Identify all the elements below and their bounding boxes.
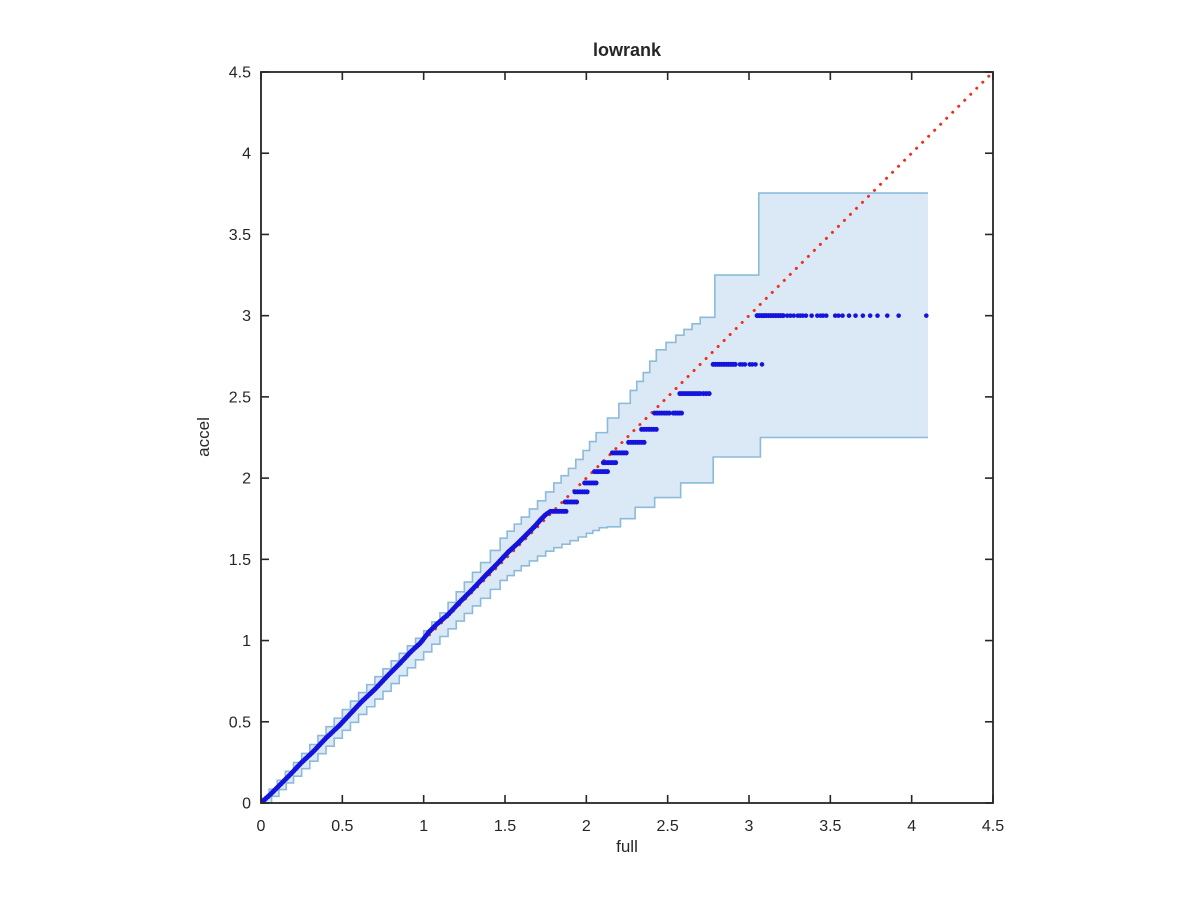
data-point [846,313,852,318]
data-point [832,313,838,318]
x-axis-label: full [616,837,638,856]
data-point [860,313,866,318]
x-tick-labels: 0 0.5 1 1.5 2 2.5 3 3.5 4 4.5 [257,818,1005,835]
data-point [800,313,805,318]
x-tick-label: 2 [582,818,591,835]
data-point [574,499,580,505]
y-tick-label: 2.5 [229,389,251,406]
confidence-band-lower-edge [264,436,928,803]
x-tick-label: 0 [257,818,266,835]
y-tick-label: 1.5 [229,552,251,569]
data-point [584,489,590,495]
y-tick-label: 3.5 [229,227,251,244]
data-point [896,313,901,318]
data-point [666,410,672,416]
data-point [803,313,809,318]
data-point [884,313,890,318]
data-point [820,313,826,318]
x-tick-label: 2.5 [657,818,679,835]
data-point [653,426,659,432]
x-tick-label: 3.5 [819,818,841,835]
x-tick-label: 4 [907,818,916,835]
data-point [613,460,619,466]
confidence-band-upper-edge [261,192,928,799]
data-point [593,480,599,486]
y-tick-label: 0 [242,796,251,813]
x-tick-label: 4.5 [982,818,1004,835]
data-point [706,391,712,397]
data-point [836,313,841,318]
y-tick-label: 2 [242,471,251,488]
data-point [678,410,684,416]
data-point [641,439,647,445]
data-point [809,313,814,318]
data-point [823,313,829,318]
data-point [759,362,765,367]
data-point [867,313,873,318]
x-tick-label: 0.5 [331,818,353,835]
data-point [732,361,738,367]
data-point [875,313,880,318]
data-point [815,313,820,318]
data-point [749,362,755,367]
data-point [742,362,748,367]
data-point [788,313,793,318]
y-tick-label: 3 [242,308,251,325]
y-axis-label: accel [194,417,213,457]
data-point [563,508,569,514]
identity-reference-line [261,72,993,803]
data-point [791,313,797,318]
y-tick-label: 0.5 [229,714,251,731]
data-point [780,313,786,319]
data-point [753,362,758,367]
x-tick-label: 1 [419,818,428,835]
x-tick-label: 1.5 [494,818,516,835]
data-point [784,313,790,318]
y-tick-label: 4 [242,146,251,163]
plot-title: lowrank [592,40,662,60]
y-tick-label: 4.5 [229,65,251,82]
data-point [853,313,858,318]
data-point [623,450,629,456]
y-tick-label: 1 [242,633,251,650]
data-point [604,469,610,475]
data-point [924,313,929,318]
data-point [840,313,845,318]
scatter-points [261,313,929,803]
x-tick-label: 3 [745,818,754,835]
axis-ticks [260,71,994,804]
y-tick-labels: 0 0.5 1 1.5 2 2.5 3 3.5 4 4.5 [229,65,251,813]
confidence-band-fill [261,193,928,803]
plot-axes-frame [260,71,994,804]
confidence-band [261,192,928,803]
